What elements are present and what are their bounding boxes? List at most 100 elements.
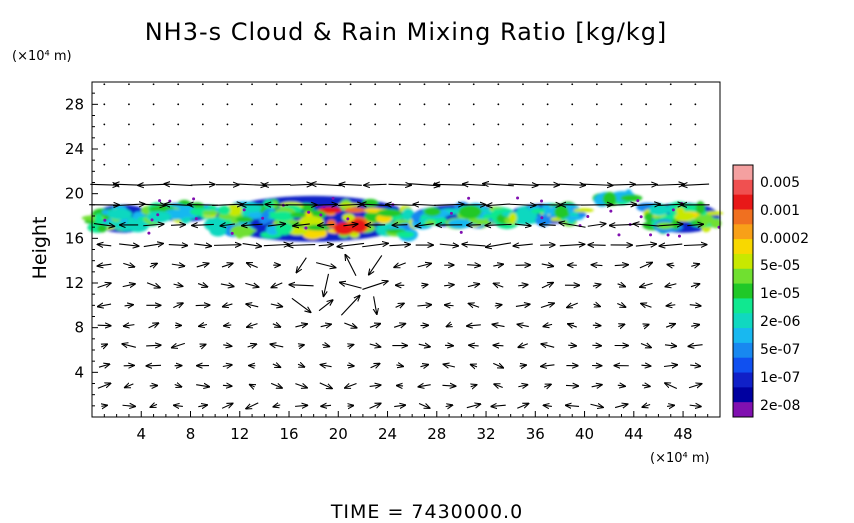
wind-arrow [200,344,206,346]
wind-arrow [323,274,328,297]
wind-dot [522,103,524,105]
wind-dot [374,83,376,85]
wind-arrow [370,403,381,408]
wind-arrow [223,385,232,386]
wind-dot [300,83,302,85]
wind-arrow [493,283,503,287]
wind-arrow [150,404,157,407]
wind-dot [374,103,376,105]
cloud-fringe [640,215,643,218]
colorbar-swatch [733,269,753,284]
wind-arrow [98,304,111,307]
cloud-fringe [195,217,198,220]
wind-arrow [615,404,628,408]
cloud-fringe [667,233,670,236]
x-tick-label: 24 [378,425,397,443]
x-tick-label: 4 [136,425,146,443]
wind-dot [670,144,672,146]
wind-arrow [270,344,283,347]
wind-arrow [146,345,161,346]
y-tick-label: 20 [65,185,84,203]
wind-arrow [224,325,232,326]
cloud-blob [203,210,219,215]
wind-arrow [123,284,135,287]
y-tick-label: 28 [65,95,84,113]
wind-dot [424,83,426,85]
cloud-fringe [307,211,310,214]
wind-dot [350,83,352,85]
wind-dot [103,144,105,146]
wind-arrow [340,282,362,288]
cloud-fringe [323,205,326,208]
wind-arrow [370,344,381,347]
wind-dot [276,164,278,166]
wind-arrow [264,244,290,245]
cloud-blob [483,214,492,219]
wind-dot [596,103,598,105]
cloud-blob [218,206,230,215]
wind-arrow [221,284,234,287]
cloud-fringe [243,208,246,211]
wind-dot [325,83,327,85]
cloud-blob [554,205,568,219]
wind-arrow [339,184,361,185]
wind-dot [694,144,696,146]
wind-dot [473,83,475,85]
wind-arrow [348,405,354,406]
wind-arrow [245,283,258,287]
wind-dot [350,144,352,146]
cloud-fringe [231,232,234,235]
cloud-fringe [516,197,519,200]
wind-arrow [659,244,682,246]
colorbar-label: 5e-05 [760,258,800,274]
cloud-fringe [192,197,195,200]
wind-dot [325,164,327,166]
x-tick-label: 32 [476,425,495,443]
wind-dot [103,83,105,85]
colorbar-label: 0.005 [760,175,800,191]
wind-arrow [238,184,267,185]
wind-arrow [197,263,209,267]
wind-dot [645,144,647,146]
cloud-fringe [319,213,322,216]
wind-dot [177,164,179,166]
colorbar-label: 2e-06 [760,314,800,330]
wind-dot [448,144,450,146]
cloud-blob [107,209,132,220]
wind-dot [670,83,672,85]
wind-arrow [492,324,504,326]
wind-arrow [119,244,139,246]
wind-dot [694,103,696,105]
wind-arrow [691,284,700,287]
wind-dot [227,103,229,105]
cloud-blob [235,230,243,239]
wind-arrow [594,304,601,306]
wind-arrow [98,383,111,388]
wind-arrow [150,263,157,266]
x-tick-label: 20 [329,425,348,443]
cloud-fringe [103,219,106,222]
wind-arrow [518,344,528,348]
wind-dot [694,83,696,85]
cloud-fringe [609,210,612,213]
colorbar-label: 5e-07 [760,342,800,358]
wind-arrow [682,184,709,185]
x-tick-label: 48 [674,425,693,443]
wind-dot [350,124,352,126]
wind-arrow [494,384,503,387]
cloud-fringe [678,235,681,238]
wind-arrow [591,265,602,266]
x-tick-label: 44 [624,425,643,443]
wind-arrow [337,243,364,246]
cloud-fringe [586,215,589,218]
wind-arrow [99,364,110,367]
wind-dot [399,103,401,105]
wind-arrow [467,325,481,326]
wind-dot [448,164,450,166]
wind-arrow [101,405,107,406]
wind-dot [177,83,179,85]
colorbar-swatch [733,328,753,343]
wind-dot [424,164,426,166]
wind-arrow [389,244,410,245]
wind-arrow [615,265,628,266]
